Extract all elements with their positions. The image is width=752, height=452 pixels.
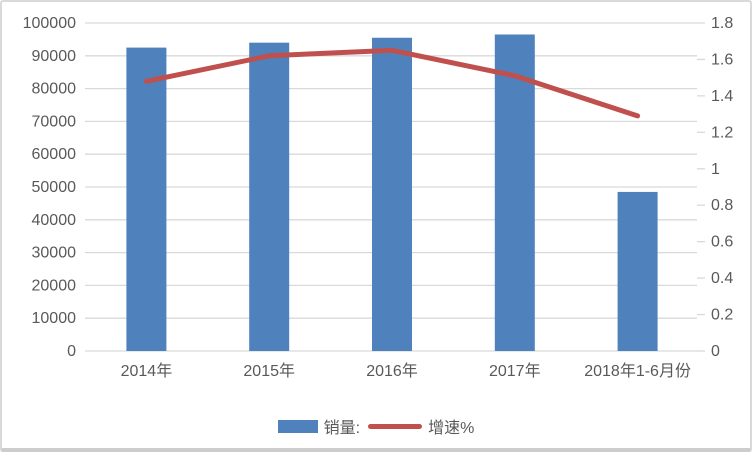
legend-growth-swatch bbox=[368, 423, 423, 429]
bar-2017年 bbox=[494, 34, 535, 351]
x-axis-label: 2016年 bbox=[366, 362, 418, 380]
right-axis-tick-label: 1.6 bbox=[711, 51, 733, 68]
left-axis-tick-label: 20000 bbox=[32, 277, 77, 294]
right-axis-tick-label: 0.8 bbox=[711, 197, 733, 214]
x-axis-label: 2017年 bbox=[489, 362, 541, 380]
legend-sales-label: 销量: bbox=[323, 420, 361, 437]
left-axis-tick-label: 0 bbox=[67, 343, 76, 360]
growth-line bbox=[143, 47, 641, 119]
bar-2015年 bbox=[249, 42, 290, 352]
right-axis-tick-label: 0 bbox=[711, 343, 720, 360]
x-axis-label: 2015年 bbox=[243, 362, 295, 380]
left-axis-tick-label: 90000 bbox=[32, 48, 77, 65]
right-axis-tick-label: 1.4 bbox=[711, 88, 733, 105]
left-axis-labels: 0 10000 20000 30000 40000 50000 60000 70000 8000… bbox=[23, 15, 76, 360]
right-axis-tick-label: 1.2 bbox=[711, 124, 733, 141]
x-axis-label: 2018年1-6月份 bbox=[584, 362, 691, 380]
left-axis-tick-label: 100000 bbox=[23, 15, 76, 32]
bar-2014年 bbox=[126, 47, 167, 351]
x-axis-label: 2014年 bbox=[121, 362, 173, 380]
legend-growth-label: 增速% bbox=[428, 420, 475, 437]
right-axis-tick-label: 0.4 bbox=[711, 270, 733, 287]
bar-2016年 bbox=[372, 37, 412, 351]
right-axis-tick-label: 1 bbox=[711, 161, 720, 178]
right-axis-labels: 0 0.2 0.4 0.6 0.8 1 1.2 1.4 1.6 1.8 bbox=[711, 15, 733, 360]
bar-series-sales bbox=[126, 34, 658, 352]
right-axis-tick-label: 0.6 bbox=[711, 234, 733, 251]
right-axis-ticks bbox=[697, 22, 705, 352]
left-axis-tick-label: 10000 bbox=[32, 310, 77, 327]
bar-2018年1-6月份 bbox=[617, 191, 658, 351]
chart-legend: 销量: 增速% bbox=[2, 414, 750, 438]
left-axis-tick-label: 80000 bbox=[32, 81, 77, 98]
left-axis-tick-label: 50000 bbox=[32, 179, 77, 196]
left-axis-tick-label: 70000 bbox=[32, 113, 77, 130]
line-series-growth bbox=[143, 47, 641, 119]
left-axis-tick-label: 40000 bbox=[32, 212, 77, 229]
left-axis-tick-label: 60000 bbox=[32, 146, 77, 163]
right-axis-tick-label: 1.8 bbox=[711, 15, 733, 32]
legend-sales-swatch bbox=[277, 419, 318, 433]
x-axis-labels: 2014年 2015年 2016年 2017年 2018年1-6月份 bbox=[121, 362, 691, 380]
right-axis-tick-label: 0.2 bbox=[711, 307, 733, 324]
left-axis-tick-label: 30000 bbox=[32, 245, 77, 262]
